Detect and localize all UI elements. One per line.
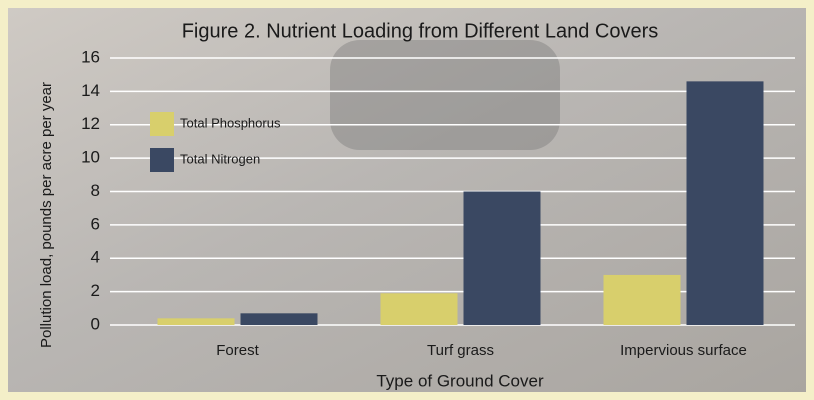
x-tick-label: Impervious surface	[620, 342, 747, 359]
bar	[241, 313, 318, 325]
y-tick-label: 10	[81, 148, 100, 167]
background-car	[330, 40, 560, 150]
legend-label: Total Nitrogen	[180, 151, 260, 166]
y-axis-label: Pollution load, pounds per acre per year	[38, 82, 55, 348]
legend-swatch	[150, 148, 174, 172]
y-tick-label: 8	[91, 181, 100, 200]
bar	[381, 293, 458, 325]
y-tick-label: 14	[81, 81, 100, 100]
y-tick-label: 4	[91, 248, 100, 267]
y-tick-label: 0	[91, 314, 100, 333]
y-tick-label: 2	[91, 281, 100, 300]
x-axis-label: Type of Ground Cover	[376, 371, 544, 390]
legend-label: Total Phosphorus	[180, 115, 281, 130]
bar	[464, 192, 541, 326]
y-tick-label: 12	[81, 114, 100, 133]
page: {"chart_data": {"type": "bar", "title": …	[0, 0, 814, 400]
x-tick-label: Turf grass	[427, 342, 494, 359]
y-tick-label: 16	[81, 47, 100, 66]
x-tick-label: Forest	[216, 342, 259, 359]
legend-swatch	[150, 112, 174, 136]
bar	[604, 275, 681, 325]
bar	[687, 81, 764, 325]
y-tick-label: 6	[91, 214, 100, 233]
bar	[158, 318, 235, 325]
chart-title: Figure 2. Nutrient Loading from Differen…	[182, 20, 659, 42]
chart: Figure 2. Nutrient Loading from Differen…	[0, 0, 814, 400]
